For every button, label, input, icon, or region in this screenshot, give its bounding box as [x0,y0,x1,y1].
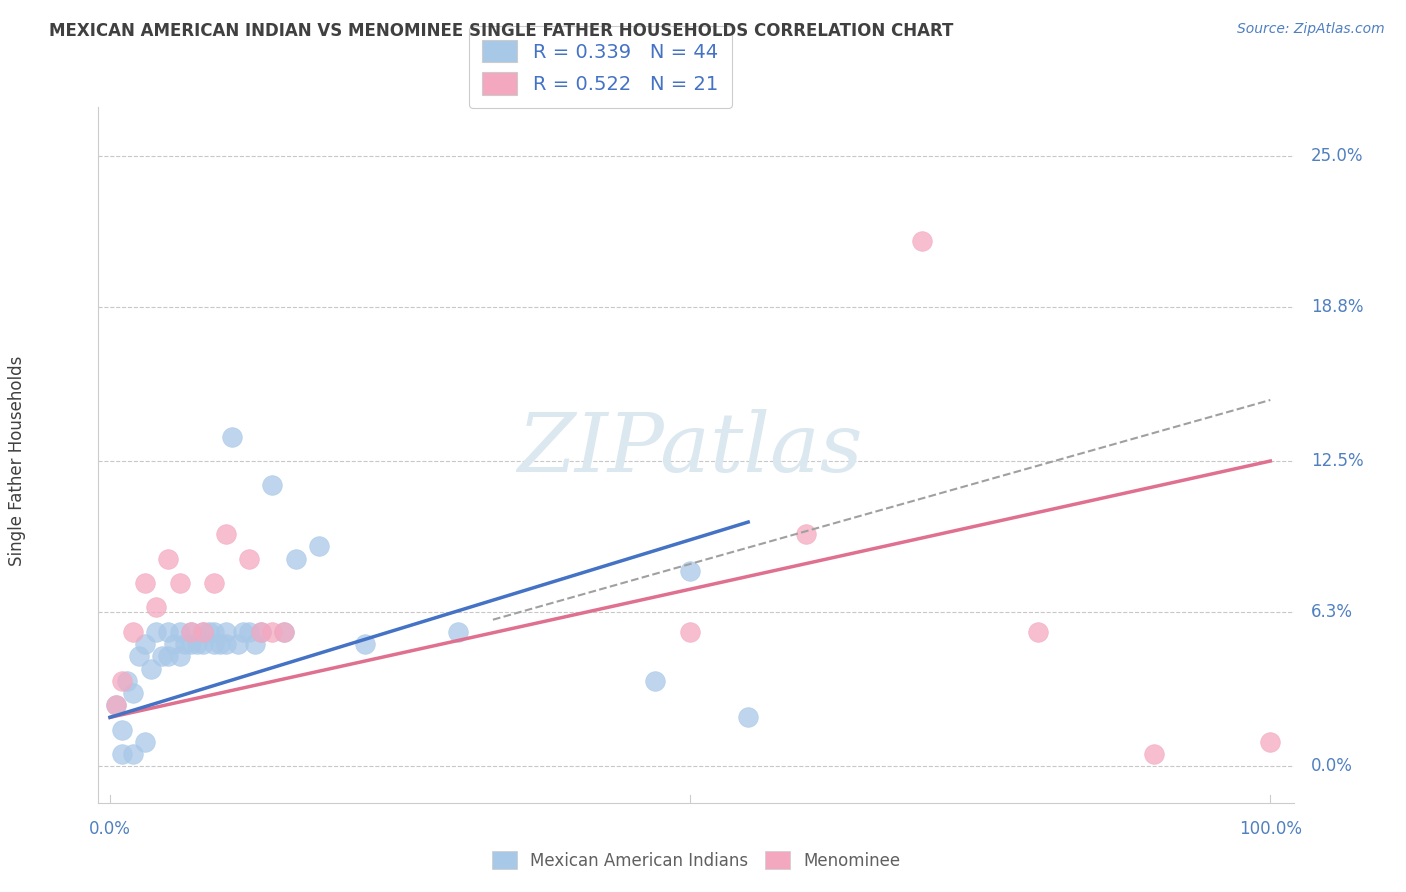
Point [191,624,214,639]
Point [447,624,470,639]
Point [679,564,702,578]
Point [157,551,180,566]
Point [150,649,173,664]
Point [111,673,134,688]
Point [128,649,150,664]
Point [354,637,377,651]
Point [191,624,214,639]
Point [215,637,238,651]
Point [169,624,191,639]
Point [169,576,191,591]
Point [262,624,284,639]
Text: 12.5%: 12.5% [1310,452,1364,470]
Point [1026,624,1049,639]
Point [238,624,260,639]
Point [197,624,219,639]
Point [186,637,208,651]
Point [243,637,266,651]
Point [1143,747,1166,761]
Point [122,747,145,761]
Point [250,624,273,639]
Text: Source: ZipAtlas.com: Source: ZipAtlas.com [1237,22,1385,37]
Point [104,698,127,713]
Point [273,624,295,639]
Point [191,637,214,651]
Point [262,478,284,492]
Point [204,624,226,639]
Point [1258,735,1281,749]
Point [911,235,934,249]
Point [134,637,156,651]
Point [163,637,186,651]
Point [157,624,180,639]
Point [111,723,134,737]
Point [209,637,232,651]
Point [273,624,295,639]
Point [134,576,156,591]
Point [794,527,817,541]
Point [122,686,145,700]
Point [308,540,330,554]
Point [180,637,202,651]
Text: 0.0%: 0.0% [1310,757,1353,775]
Point [134,735,156,749]
Point [169,649,191,664]
Point [232,624,254,639]
Point [215,527,238,541]
Text: 6.3%: 6.3% [1310,603,1353,622]
Point [644,673,666,688]
Text: ZIPatlas: ZIPatlas [517,409,863,489]
Point [122,624,145,639]
Point [145,624,167,639]
Point [737,710,759,724]
Text: MEXICAN AMERICAN INDIAN VS MENOMINEE SINGLE FATHER HOUSEHOLDS CORRELATION CHART: MEXICAN AMERICAN INDIAN VS MENOMINEE SIN… [49,22,953,40]
Point [204,576,226,591]
Point [284,551,307,566]
Point [226,637,249,651]
Point [145,600,167,615]
Legend: Mexican American Indians, Menominee: Mexican American Indians, Menominee [484,843,908,878]
Text: 100.0%: 100.0% [1239,820,1302,838]
Text: 18.8%: 18.8% [1310,298,1364,317]
Text: 0.0%: 0.0% [89,820,131,838]
Point [250,624,273,639]
Point [215,624,238,639]
Point [679,624,702,639]
Point [139,661,162,675]
Point [174,637,197,651]
Point [204,637,226,651]
Point [157,649,180,664]
Text: 25.0%: 25.0% [1310,147,1364,165]
Point [221,429,243,443]
Point [117,673,139,688]
Point [104,698,127,713]
Point [180,624,202,639]
Point [238,551,260,566]
Point [111,747,134,761]
Text: Single Father Households: Single Father Households [8,356,27,566]
Point [180,624,202,639]
